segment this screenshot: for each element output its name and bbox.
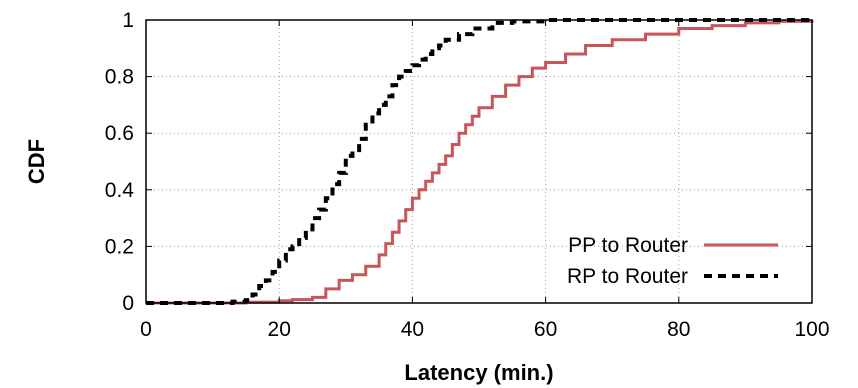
x-tick-label: 0	[140, 318, 152, 341]
x-tick-label: 100	[794, 318, 829, 341]
y-tick-label: 0.6	[105, 122, 134, 145]
x-tick-label: 20	[268, 318, 291, 341]
x-axis-title: Latency (min.)	[404, 360, 553, 385]
grid	[146, 20, 812, 303]
legend-label: PP to Router	[568, 234, 688, 257]
x-tick-label: 60	[534, 318, 557, 341]
x-tick-label: 40	[401, 318, 424, 341]
y-tick-label: 1	[122, 9, 134, 32]
x-tick-label: 80	[667, 318, 690, 341]
y-tick-label: 0.4	[105, 179, 135, 202]
y-tick-label: 0.2	[105, 235, 134, 258]
series-line-pp-to-router	[146, 19, 814, 305]
y-axis-ticks: 0 0.2 0.4 0.6 0.8 1	[105, 9, 812, 315]
y-tick-label: 0	[122, 292, 134, 315]
x-axis-ticks: 0 20 40 60 80 100	[140, 20, 830, 341]
series-line-rp-to-router	[146, 18, 812, 305]
legend: PP to Router RP to Router	[567, 234, 778, 288]
legend-label: RP to Router	[567, 265, 688, 288]
series-layer	[146, 18, 814, 305]
plot-frame	[145, 19, 813, 304]
y-axis-title: CDF	[24, 139, 49, 184]
y-tick-label: 0.8	[105, 66, 134, 89]
